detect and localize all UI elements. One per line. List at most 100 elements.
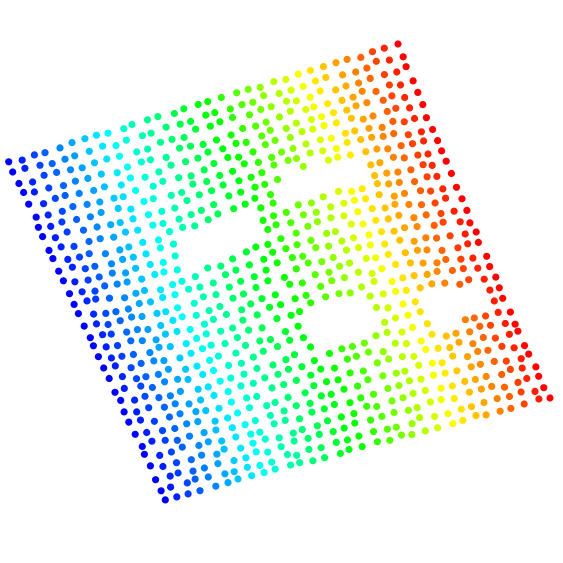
scatter-point [517,355,525,363]
scatter-point [373,359,381,367]
scatter-point [284,365,293,373]
scatter-point [306,399,314,407]
scatter-point [243,394,251,402]
scatter-point [486,286,494,294]
scatter-point [388,397,396,405]
scatter-point [424,150,432,158]
scatter-point [494,308,502,316]
scatter-point [218,437,226,445]
scatter-point [506,308,514,316]
scatter-point [318,258,326,266]
scatter-point [237,277,245,285]
scatter-point [58,218,66,226]
scatter-point [150,357,158,365]
scatter-point [322,73,330,82]
scatter-point [360,339,368,347]
scatter-point [86,213,94,221]
scatter-point [381,204,389,212]
scatter-point [423,320,431,328]
scatter-point [125,243,133,251]
scatter-point [149,195,157,203]
scatter-point [107,330,115,338]
scatter-point [159,294,167,302]
scatter-point [158,427,167,435]
scatter-point [383,169,391,177]
scatter-point [433,267,441,275]
scatter-point [169,240,178,248]
scatter-point [392,260,400,268]
scatter-point [390,408,398,417]
scatter-point [152,336,160,344]
scatter-point [324,156,332,164]
scatter-point [183,197,191,205]
scatter-point [423,246,431,254]
scatter-point [161,496,169,504]
scatter-point [75,253,84,261]
scatter-point [372,57,380,65]
scatter-point [284,393,292,401]
scatter-point [392,423,400,431]
scatter-point [239,290,248,298]
scatter-point [232,433,240,441]
scatter-point [428,161,436,169]
scatter-point [457,405,465,413]
scatter-point [383,328,391,336]
scatter-point [294,201,302,209]
scatter-point [187,456,195,464]
scatter-point [402,340,411,348]
scatter-point [157,286,165,294]
scatter-point [323,229,331,237]
scatter-point [398,328,406,336]
scatter-point [221,340,229,348]
scatter-point [249,148,257,156]
scatter-point [252,283,260,292]
scatter-point [352,68,360,76]
scatter-point [410,272,418,280]
scatter-point [373,402,381,411]
scatter-point [154,370,162,378]
scatter-point [402,63,410,71]
scatter-point [136,416,145,424]
scatter-point [442,332,450,340]
scatter-point [309,457,317,465]
scatter-point [226,105,234,113]
scatter-point [74,310,82,318]
scatter-point [384,215,392,223]
scatter-point [217,327,225,335]
scatter-point [135,299,143,308]
scatter-point [371,172,379,180]
scatter-point [197,396,205,404]
scatter-point [61,155,69,163]
scatter-point [413,404,421,412]
scatter-point [227,131,235,139]
scatter-point [324,100,332,108]
scatter-point [249,379,257,387]
scatter-point [380,44,388,52]
scatter-point [125,418,133,426]
scatter-point [472,228,480,236]
scatter-point [384,384,392,393]
scatter-point [275,434,283,442]
scatter-point [200,166,208,174]
scatter-point [334,153,342,161]
scatter-point [123,328,131,336]
scatter-point [266,191,275,199]
scatter-point [296,308,304,316]
scatter-point [262,266,270,274]
scatter-point [127,364,135,372]
scatter-point [457,255,465,263]
scatter-point [258,132,266,140]
scatter-point [92,131,100,139]
scatter-point [258,324,266,332]
scatter-point [388,92,396,100]
scatter-point [271,465,279,473]
scatter-point [81,265,89,273]
scatter-point [259,347,267,355]
scatter-point [336,449,344,458]
scatter-point [319,63,327,71]
scatter-point [160,403,168,411]
scatter-point [32,213,40,221]
scatter-point [203,177,211,186]
scatter-point [291,295,299,303]
scatter-point [357,53,365,62]
